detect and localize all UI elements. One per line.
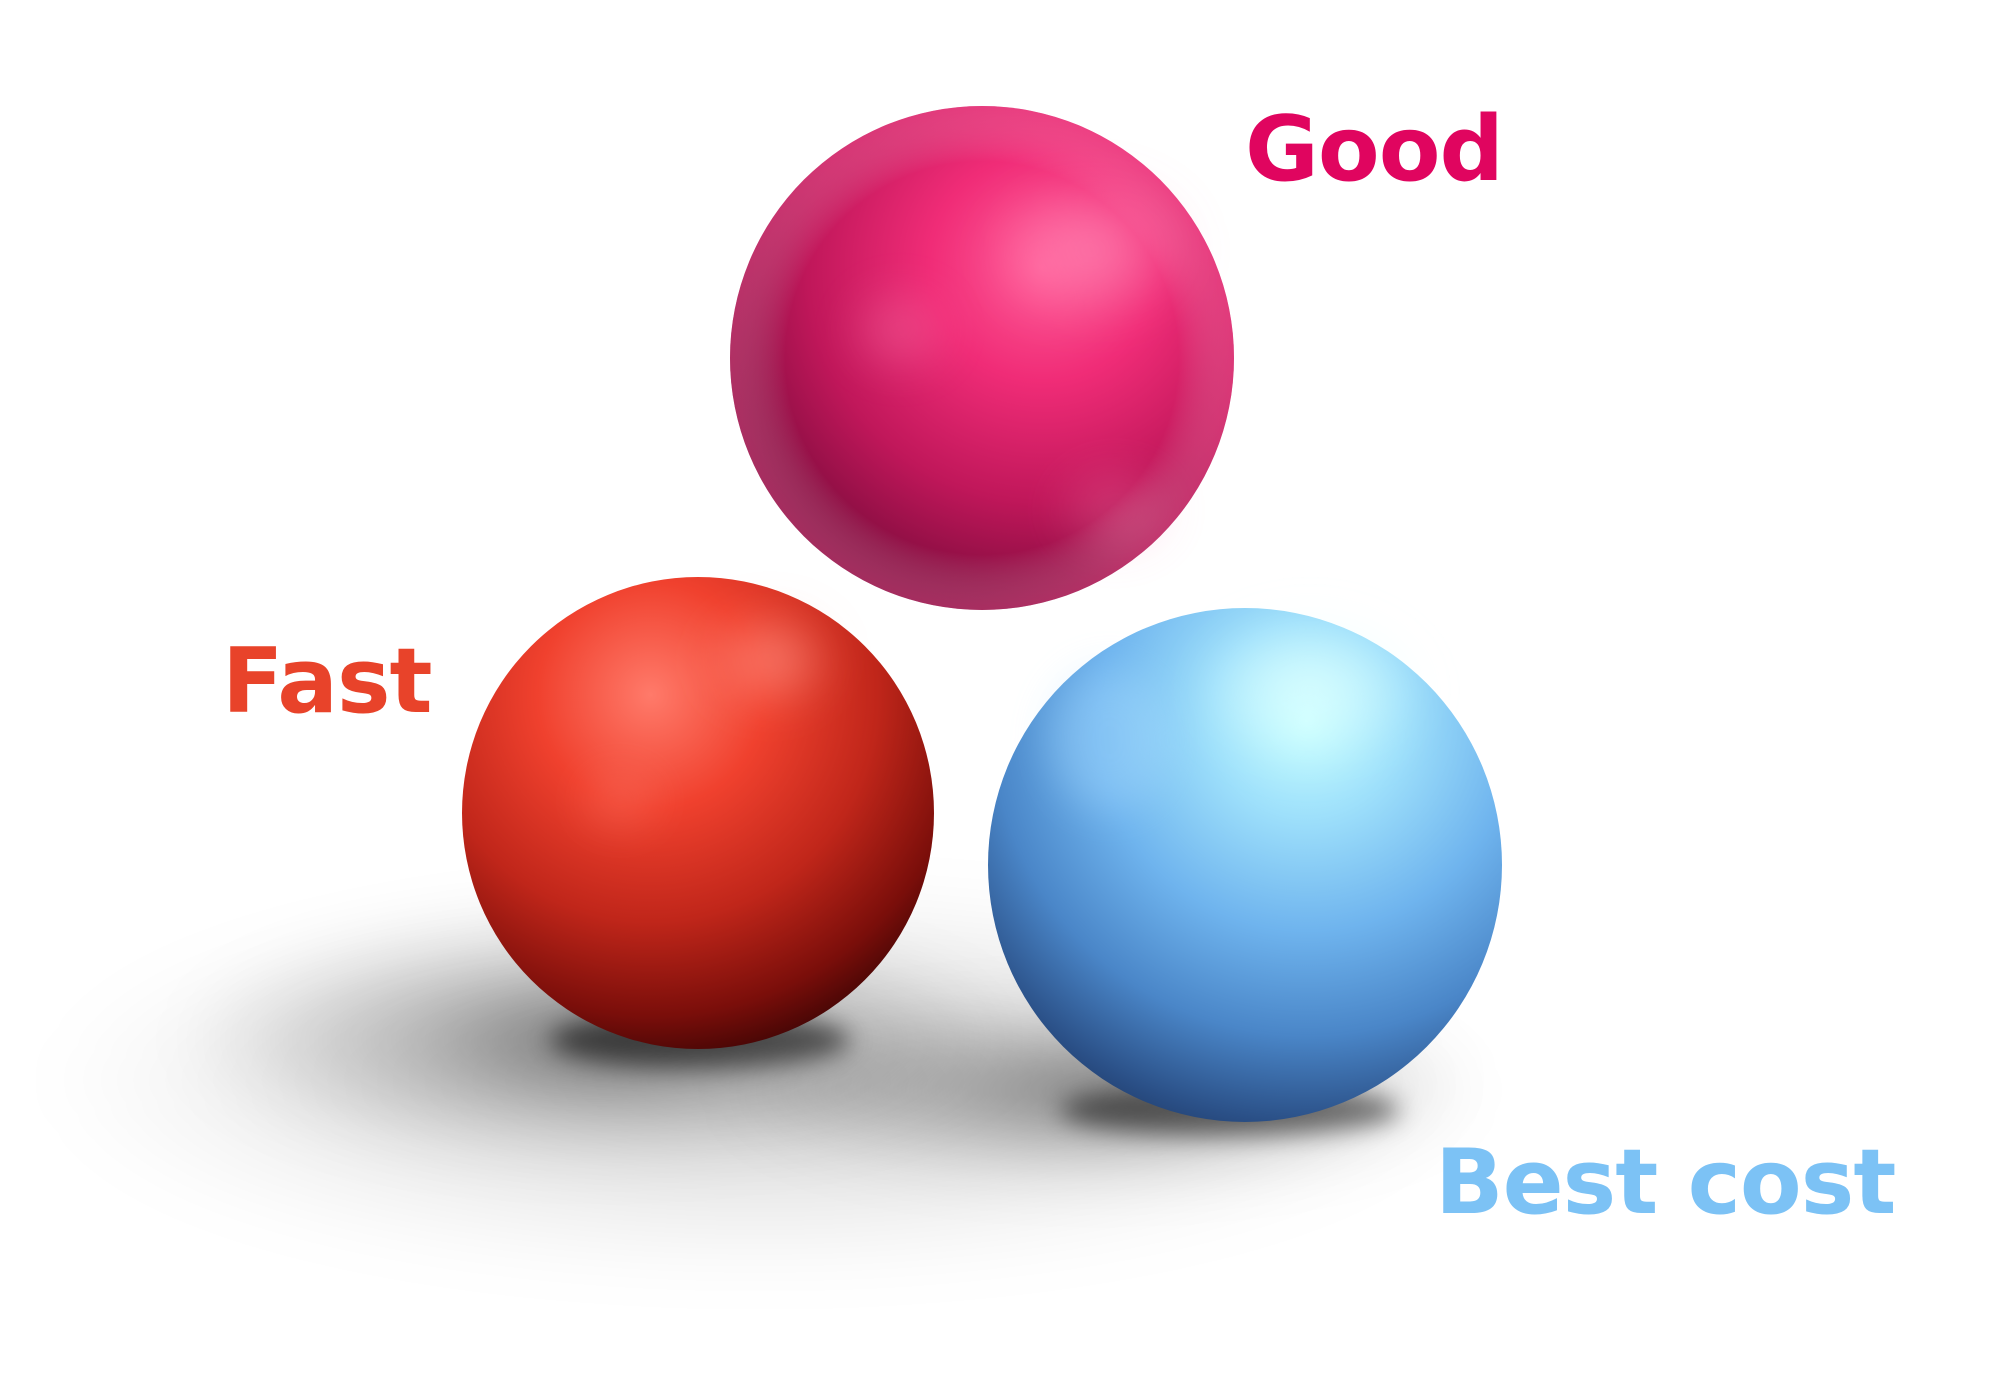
pink-sphere xyxy=(730,106,1234,610)
fast-label: Fast xyxy=(222,629,433,734)
blue-sphere xyxy=(988,608,1502,1122)
best-cost-label: Best cost xyxy=(1435,1130,1896,1235)
good-label: Good xyxy=(1245,97,1504,202)
red-sphere xyxy=(462,577,934,1049)
